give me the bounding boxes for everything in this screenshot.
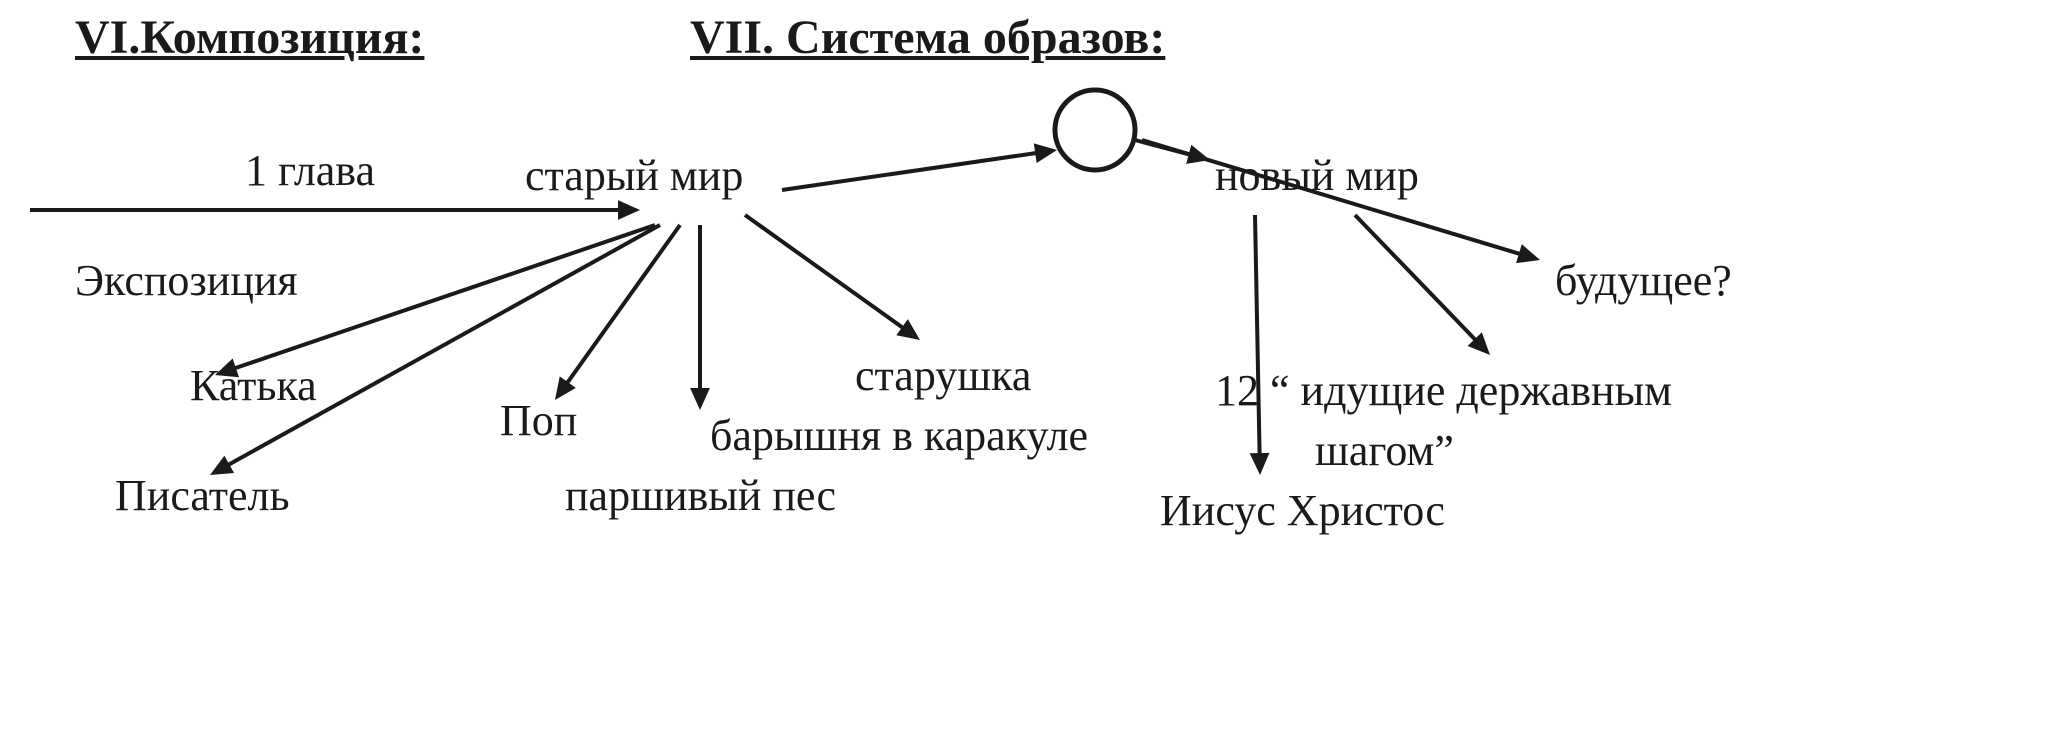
- label-exposition: Экспозиция: [75, 255, 298, 306]
- label-twelve-line2: шагом”: [1315, 425, 1454, 476]
- arrow-old-to-pop: [563, 225, 680, 389]
- arrow-old-to-starushka: [745, 215, 909, 332]
- heading-system-of-images: VII. Система образов:: [690, 10, 1165, 65]
- arrow-circle-to-newworld: [1135, 140, 1197, 157]
- label-starushka: старушка: [855, 350, 1031, 401]
- arrowhead-oldworld-to-circle: [1034, 143, 1057, 163]
- arrowhead-axis-to-future: [1516, 244, 1540, 263]
- label-pop: Поп: [500, 395, 577, 446]
- arrow-new-to-twelve: [1355, 215, 1481, 345]
- circle-node: [1055, 90, 1135, 170]
- arrowhead-new-to-twelve: [1468, 332, 1490, 355]
- label-katka: Катька: [190, 360, 317, 411]
- arrowhead-circle-to-newworld: [1186, 145, 1210, 164]
- arrow-oldworld-to-circle: [782, 152, 1044, 190]
- arrowhead-new-to-christ: [1250, 453, 1270, 475]
- heading-composition: VI.Композиция:: [75, 10, 424, 65]
- label-chapter: 1 глава: [245, 145, 375, 196]
- label-twelve-line1: 12 “ идущие державным: [1215, 365, 1672, 416]
- label-dog: паршивый пес: [565, 470, 836, 521]
- arrowhead-old-to-barishnya: [690, 388, 710, 410]
- label-jesus-christ: Иисус Христос: [1160, 485, 1445, 536]
- label-new-world: новый мир: [1215, 150, 1419, 201]
- label-baryshnya: барышня в каракуле: [710, 410, 1088, 461]
- label-writer: Писатель: [115, 470, 290, 521]
- label-future: будущее?: [1555, 255, 1732, 306]
- arrowhead-axis-to-oldworld: [618, 200, 640, 220]
- label-old-world: старый мир: [525, 150, 743, 201]
- arrowhead-old-to-starushka: [896, 319, 920, 340]
- arrow-new-to-christ: [1255, 215, 1260, 462]
